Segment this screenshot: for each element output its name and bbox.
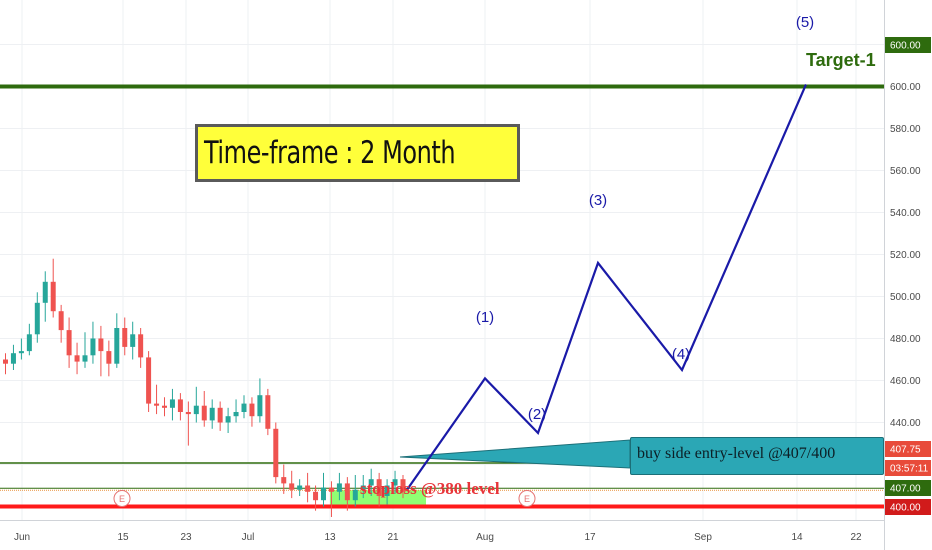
y-tick-label: 460.00 <box>890 376 921 387</box>
candle-body <box>265 395 271 429</box>
candle-body <box>241 403 247 412</box>
y-tick-label: 480.00 <box>890 334 921 345</box>
candle-body <box>249 403 255 417</box>
y-tick-label: 560.00 <box>890 166 921 177</box>
y-tick-label: 540.00 <box>890 208 921 219</box>
candle-body <box>336 483 342 492</box>
candle-body <box>273 428 279 478</box>
price-badge <box>885 37 931 53</box>
candle-body <box>305 485 311 492</box>
candle-body <box>50 281 56 312</box>
candle-body <box>177 399 183 412</box>
candle-body <box>217 407 223 423</box>
candle-body <box>376 479 382 496</box>
entry-level-text: buy side entry-level @407/400 <box>637 445 836 462</box>
candle-body <box>225 416 231 423</box>
x-tick-label: Aug <box>476 532 494 543</box>
candle-body <box>360 485 366 490</box>
candle-body <box>185 412 191 415</box>
candle-body <box>169 399 175 408</box>
candle-body <box>26 334 32 352</box>
wave-label: (4) <box>672 346 690 363</box>
timeframe-annotation: Time-frame : 2 Month <box>195 124 520 182</box>
elliott-wave-line <box>406 83 808 491</box>
candle-body <box>297 485 303 490</box>
x-tick-label: Sep <box>694 532 712 543</box>
price-badge-label: 400.00 <box>890 503 921 514</box>
candle-body <box>289 483 295 490</box>
candle-body <box>98 338 104 352</box>
candle-body <box>233 412 239 417</box>
wave-label: (3) <box>589 192 607 209</box>
wave-label: (5) <box>796 14 814 31</box>
x-tick-label: 22 <box>850 532 862 543</box>
candle-body <box>201 405 207 421</box>
candle-body <box>313 491 319 501</box>
candle-body <box>114 328 120 364</box>
y-tick-label: 520.00 <box>890 250 921 261</box>
candle-body <box>58 311 64 331</box>
candle-body <box>106 351 112 364</box>
y-tick-label: 600.00 <box>890 82 921 93</box>
price-badge <box>885 460 931 476</box>
x-tick-label: 15 <box>117 532 129 543</box>
price-badge <box>885 441 931 457</box>
event-marker-label: E <box>119 494 125 504</box>
candle-body <box>34 302 40 335</box>
candle-body <box>18 351 24 354</box>
x-tick-label: 21 <box>387 532 399 543</box>
x-tick-label: 23 <box>180 532 192 543</box>
candle-body <box>146 357 152 404</box>
wave-label: (2) <box>528 406 546 423</box>
candle-body <box>384 485 390 496</box>
entry-callout-pointer <box>399 439 631 469</box>
target-label: Target-1 <box>806 50 876 70</box>
price-badge-label: 03:57:11 <box>890 464 929 475</box>
y-tick-label: 500.00 <box>890 292 921 303</box>
price-badge-label: 407.75 <box>890 445 921 456</box>
event-marker <box>113 490 131 507</box>
x-tick-label: 14 <box>791 532 803 543</box>
candle-body <box>154 403 160 406</box>
x-tick-label: Jun <box>14 532 30 543</box>
candle-body <box>400 479 406 492</box>
candle-body <box>257 395 263 417</box>
price-badge-label: 407.00 <box>890 484 921 495</box>
event-marker-label: E <box>524 494 530 504</box>
x-tick-label: 13 <box>324 532 336 543</box>
candle-body <box>352 489 358 501</box>
candle-body <box>74 355 80 362</box>
candle-body <box>122 328 128 347</box>
wave-label: (1) <box>476 309 494 326</box>
candle-body <box>130 334 136 347</box>
price-badge-label: 600.00 <box>890 41 921 52</box>
price-badge <box>885 480 931 496</box>
stoploss-label: stoploss @380 level <box>360 479 500 498</box>
event-marker <box>518 490 536 507</box>
candle-body <box>392 479 398 486</box>
candle-body <box>328 487 334 492</box>
candle-body <box>344 483 350 501</box>
candle-body <box>138 334 144 358</box>
candle-body <box>162 405 167 408</box>
price-badge <box>885 499 931 515</box>
candle-body <box>209 407 215 421</box>
candle-body <box>3 359 8 364</box>
candle-body <box>42 281 48 303</box>
candle-body <box>82 355 88 362</box>
candle-body <box>10 353 16 364</box>
y-tick-label: 580.00 <box>890 124 921 135</box>
candle-body <box>90 338 96 356</box>
candle-body <box>281 477 287 484</box>
timeframe-text: Time-frame : 2 Month <box>204 135 456 171</box>
x-tick-label: 17 <box>584 532 596 543</box>
candle-body <box>321 487 326 501</box>
candle-body <box>66 330 72 356</box>
entry-level-callout: buy side entry-level @407/400 <box>630 437 884 475</box>
candle-body <box>368 479 374 486</box>
y-tick-label: 440.00 <box>890 418 921 429</box>
x-tick-label: Jul <box>242 532 255 543</box>
candle-body <box>193 405 199 415</box>
